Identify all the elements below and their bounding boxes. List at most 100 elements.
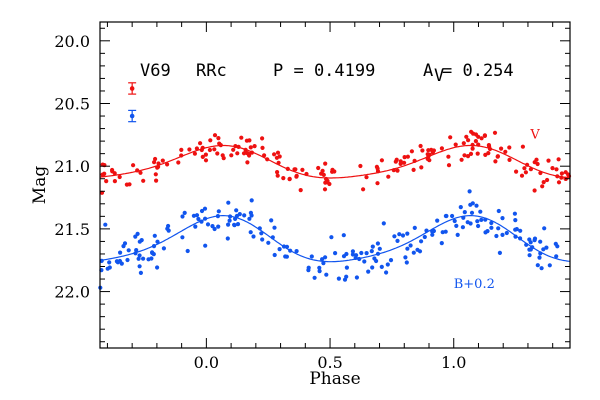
data-point-b xyxy=(155,239,160,244)
data-point-b xyxy=(196,216,201,222)
data-point-v xyxy=(152,160,157,165)
data-point-b xyxy=(103,222,108,227)
data-point-b xyxy=(155,265,160,270)
data-point-b xyxy=(283,254,288,259)
data-point-v xyxy=(459,157,464,162)
data-point-b xyxy=(136,256,141,261)
y-tick-label: 20.0 xyxy=(54,32,90,51)
data-point-v xyxy=(176,160,181,165)
data-point-v xyxy=(361,187,366,192)
data-point-b xyxy=(277,247,282,252)
data-point-b xyxy=(216,209,221,214)
y-tick-label: 20.5 xyxy=(54,95,90,114)
data-point-b xyxy=(344,274,349,279)
data-point-b xyxy=(354,275,359,280)
data-point-v xyxy=(540,184,545,189)
data-point-v xyxy=(192,151,197,156)
data-point-b xyxy=(478,209,483,214)
data-point-v xyxy=(248,145,253,150)
data-point-v xyxy=(499,146,504,151)
data-point-b xyxy=(364,251,369,256)
data-point-v xyxy=(323,161,328,166)
data-point-b xyxy=(504,230,509,236)
data-point-v xyxy=(507,157,512,162)
data-point-v xyxy=(245,160,250,165)
data-point-v xyxy=(275,170,280,175)
data-point-b xyxy=(226,200,231,205)
data-point-v xyxy=(235,151,240,156)
data-point-v xyxy=(464,134,469,139)
data-point-v xyxy=(439,146,444,151)
data-point-v xyxy=(492,130,498,135)
data-point-b xyxy=(235,222,241,227)
data-point-b xyxy=(249,213,254,218)
data-point-b xyxy=(199,208,205,214)
data-point-v xyxy=(272,152,277,157)
data-point-b xyxy=(321,261,326,266)
data-point-v xyxy=(448,135,453,140)
data-point-b xyxy=(249,198,254,203)
data-point-b xyxy=(341,254,347,259)
data-point-v xyxy=(393,159,398,164)
data-point-b xyxy=(180,214,185,219)
data-point-v xyxy=(203,152,208,157)
data-point-b xyxy=(483,230,488,235)
series-label-b: B+0.2 xyxy=(454,277,495,292)
data-point-b xyxy=(180,235,185,240)
data-point-b xyxy=(227,218,232,223)
data-point-v xyxy=(395,168,400,173)
data-point-v xyxy=(187,147,192,152)
data-point-b xyxy=(336,276,341,281)
data-point-b xyxy=(333,251,338,256)
data-point-v xyxy=(411,167,416,172)
error-bar-point xyxy=(129,86,135,91)
data-point-b xyxy=(272,252,277,258)
data-point-b xyxy=(194,213,200,218)
data-point-v xyxy=(221,156,226,161)
x-axis-title: Phase xyxy=(309,369,360,389)
data-point-v xyxy=(316,165,321,171)
data-point-v xyxy=(165,162,170,167)
data-point-b xyxy=(366,269,371,274)
period-text: P = 0.4199 xyxy=(273,61,375,81)
data-point-v xyxy=(212,147,217,152)
data-point-v xyxy=(260,145,265,150)
amplitude-value: = 0.254 xyxy=(442,61,514,81)
data-point-v xyxy=(229,153,234,158)
data-point-b xyxy=(141,256,146,261)
data-point-v xyxy=(482,133,487,138)
data-point-b xyxy=(554,254,559,259)
data-point-v xyxy=(473,132,479,137)
data-point-b xyxy=(272,225,277,230)
data-point-v xyxy=(138,170,143,175)
data-point-b xyxy=(137,239,142,244)
error-bar-point xyxy=(129,113,135,119)
data-point-v xyxy=(112,179,117,184)
data-point-b xyxy=(234,208,239,213)
data-point-v xyxy=(446,163,452,168)
data-point-v xyxy=(300,167,305,172)
data-point-v xyxy=(503,149,508,154)
data-point-v xyxy=(495,154,500,159)
data-point-v xyxy=(559,171,565,176)
series-label-v: V xyxy=(529,128,540,143)
data-point-b xyxy=(137,253,142,258)
data-point-b xyxy=(202,206,208,211)
data-point-b xyxy=(149,256,154,261)
data-point-b xyxy=(405,231,410,236)
data-point-v xyxy=(117,174,122,180)
data-point-b xyxy=(323,255,328,260)
data-point-b xyxy=(403,255,408,260)
data-point-v xyxy=(298,188,303,193)
data-point-v xyxy=(522,166,527,171)
data-point-b xyxy=(412,225,417,230)
data-point-b xyxy=(544,245,549,250)
data-point-b xyxy=(247,216,252,221)
data-point-b xyxy=(474,203,479,208)
data-point-v xyxy=(486,151,491,156)
data-point-v xyxy=(160,158,165,163)
data-point-v xyxy=(466,138,471,143)
data-point-v xyxy=(430,150,435,155)
data-point-v xyxy=(179,147,184,152)
